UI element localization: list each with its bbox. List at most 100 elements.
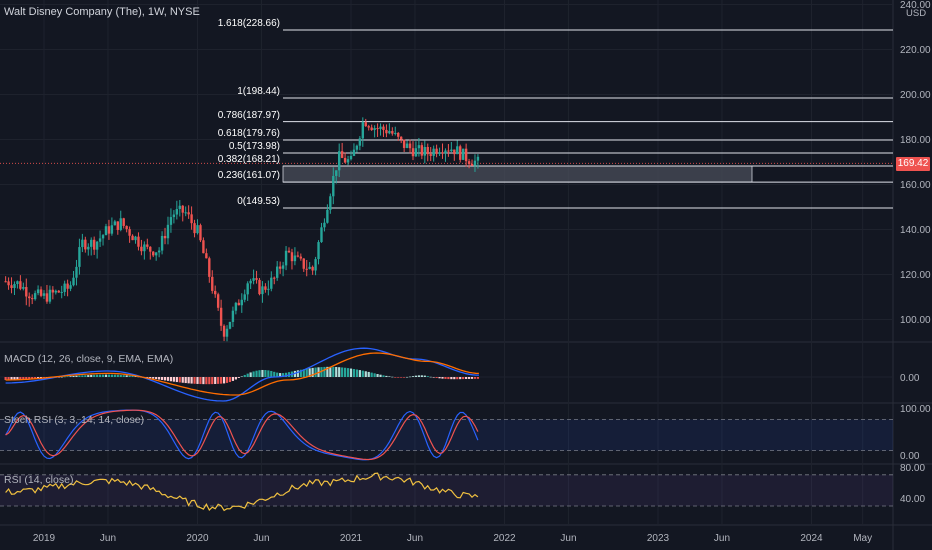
macd-histogram-bar (358, 370, 361, 377)
x-tick-label: May (853, 533, 872, 544)
macd-histogram-bar (84, 375, 87, 377)
macd-label: MACD (12, 26, close, 9, EMA, EMA) (4, 353, 174, 365)
macd-histogram-bar (341, 367, 344, 377)
macd-histogram-bar (217, 377, 220, 384)
macd-histogram-bar (222, 377, 226, 384)
candle-body (414, 148, 418, 157)
candle-body (352, 149, 356, 156)
candle-body (432, 148, 435, 156)
macd-histogram-bar (405, 376, 409, 378)
stoch-k-line (5, 409, 479, 461)
x-tick-label: 2022 (493, 533, 516, 544)
macd-histogram-bar (352, 369, 356, 377)
candle-body (149, 246, 152, 252)
macd-tick-label: 0.00 (900, 373, 920, 384)
macd-histogram-bar (382, 375, 385, 377)
candle-body (172, 214, 176, 218)
macd-histogram-bar (397, 377, 400, 378)
macd-histogram-bar (267, 370, 270, 377)
macd-histogram-bar (131, 375, 134, 377)
candle-body (243, 294, 246, 300)
candle-body (249, 280, 252, 284)
macd-histogram-bar (376, 374, 379, 377)
candle-body (329, 196, 332, 210)
macd-histogram-bar (473, 377, 477, 379)
candle-body (175, 209, 179, 215)
current-price-tag: 169.42 (896, 157, 930, 171)
candle-body (367, 126, 370, 128)
candle-body (42, 293, 46, 296)
candle-body (450, 149, 453, 152)
candle-body (385, 129, 388, 134)
candle-body (169, 217, 173, 225)
macd-histogram-bar (476, 377, 480, 379)
macd-histogram-bar (158, 377, 161, 380)
macd-histogram-bar (199, 377, 202, 385)
candle-body (231, 310, 235, 322)
macd-histogram-bar (456, 377, 459, 380)
candle-body (476, 156, 480, 161)
candle-body (116, 221, 119, 230)
macd-histogram-bar (270, 370, 273, 377)
fib-label: 0.5(173.98) (228, 141, 280, 153)
candle-body (33, 293, 37, 300)
macd-histogram-bar (60, 376, 63, 378)
candle-body (261, 286, 264, 295)
macd-histogram-bar (193, 377, 196, 384)
candle-body (90, 239, 93, 247)
candle-body (420, 145, 424, 156)
candle-body (355, 145, 359, 150)
macd-histogram-bar (10, 377, 13, 380)
candle-body (234, 302, 238, 311)
candle-body (435, 148, 438, 154)
candle-body (160, 235, 164, 251)
macd-histogram-bar (364, 371, 367, 377)
candle-body (63, 283, 66, 292)
macd-histogram-bar (373, 373, 376, 377)
candle-body (66, 283, 69, 289)
macd-histogram-bar (261, 369, 264, 377)
macd-histogram-bar (414, 375, 418, 377)
candle-body (453, 149, 456, 155)
candle-body (299, 256, 303, 259)
macd-histogram-bar (470, 377, 474, 379)
macd-histogram-bar (187, 377, 190, 384)
macd-histogram-bar (329, 366, 332, 377)
fib-highlight-zone (282, 165, 753, 183)
macd-histogram-bar (34, 377, 37, 379)
candle-body (284, 250, 288, 266)
x-tick-label: Jun (714, 533, 730, 544)
fib-label: 0(149.53) (237, 196, 280, 208)
macd-histogram-bar (101, 374, 105, 377)
candle-body (376, 128, 379, 130)
candle-body (388, 131, 391, 134)
candle-body (219, 307, 223, 326)
macd-histogram-bar (178, 377, 181, 383)
candle-body (51, 289, 55, 293)
candle-body (22, 287, 25, 289)
candle-body (193, 223, 196, 234)
stoch-rsi-label: Stoch RSI (3, 3, 14, 14, close) (4, 414, 145, 426)
macd-histogram-bar (403, 377, 406, 378)
candle-body (426, 147, 429, 155)
macd-histogram-bar (113, 374, 116, 377)
candle-body (28, 296, 31, 299)
candle-body (290, 252, 294, 262)
macd-histogram-bar (228, 377, 232, 383)
candle-body (305, 268, 308, 270)
candle-body (402, 139, 406, 148)
candle-body (163, 235, 167, 239)
x-tick-label: Jun (100, 533, 116, 544)
macd-histogram-bar (432, 377, 435, 378)
macd-histogram-bar (184, 377, 187, 384)
candle-body (405, 143, 409, 148)
candle-body (13, 284, 16, 288)
candle-body (4, 281, 7, 283)
macd-histogram-bar (110, 374, 113, 377)
candle-body (252, 278, 255, 281)
x-tick-label: Jun (253, 533, 269, 544)
macd-histogram-bar (72, 375, 75, 377)
macd-histogram-bar (299, 369, 302, 377)
candle-body (335, 170, 338, 176)
